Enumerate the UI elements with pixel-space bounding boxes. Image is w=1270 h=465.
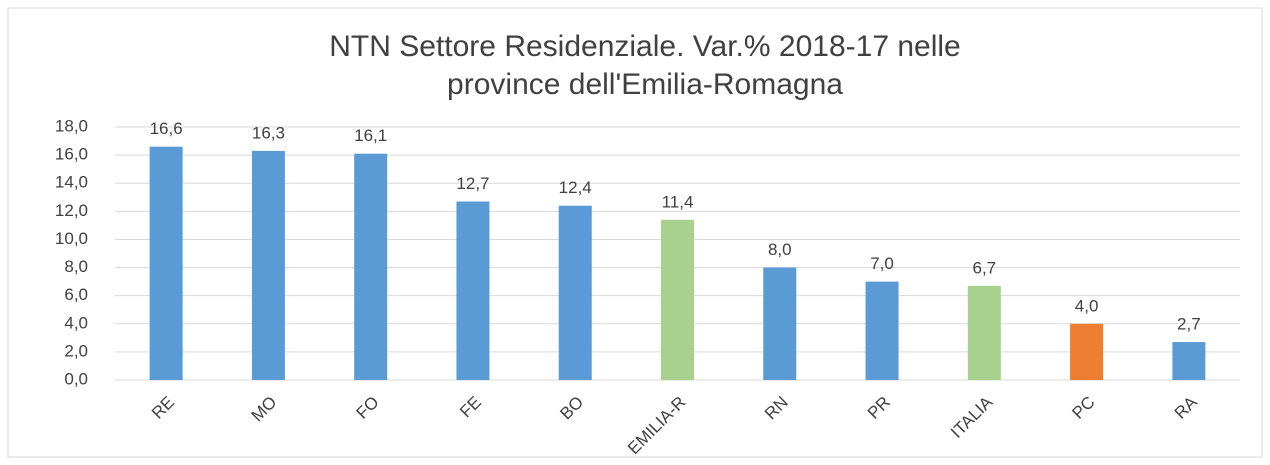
- y-tick-label: 12,0: [55, 201, 88, 220]
- bar: [149, 146, 183, 380]
- data-label: 8,0: [768, 240, 792, 259]
- y-tick-label: 16,0: [55, 145, 88, 164]
- bar: [558, 205, 592, 380]
- bar: [661, 219, 694, 380]
- bar: [1172, 342, 1206, 380]
- y-tick-label: 10,0: [55, 229, 88, 248]
- chart-frame: [7, 7, 1263, 458]
- y-tick-label: 0,0: [64, 369, 88, 388]
- data-label: 7,0: [870, 254, 894, 273]
- data-label: 11,4: [662, 192, 694, 211]
- chart-title: NTN Settore Residenziale. Var.% 2018-17 …: [329, 30, 960, 63]
- y-tick-label: 6,0: [64, 285, 88, 304]
- bar: [763, 267, 797, 380]
- data-label: 16,3: [252, 123, 285, 142]
- bar: [354, 153, 388, 380]
- y-tick-label: 8,0: [64, 257, 88, 276]
- y-tick-label: 14,0: [55, 173, 88, 192]
- data-label: 16,6: [150, 119, 183, 138]
- y-tick-label: 4,0: [64, 313, 88, 332]
- bar: [1070, 323, 1104, 380]
- chart-title: province dell'Emilia-Romagna: [447, 68, 843, 101]
- data-label: 2,7: [1177, 315, 1201, 334]
- bar: [865, 281, 899, 380]
- bar: [967, 285, 1001, 380]
- bar: [456, 201, 490, 380]
- data-label: 4,0: [1075, 296, 1099, 315]
- data-label: 12,7: [456, 174, 489, 193]
- y-tick-label: 18,0: [55, 116, 88, 135]
- y-tick-label: 2,0: [64, 341, 88, 360]
- data-label: 6,7: [972, 258, 996, 277]
- bar: [251, 150, 285, 380]
- data-label: 16,1: [354, 126, 387, 145]
- data-label: 12,4: [559, 178, 592, 197]
